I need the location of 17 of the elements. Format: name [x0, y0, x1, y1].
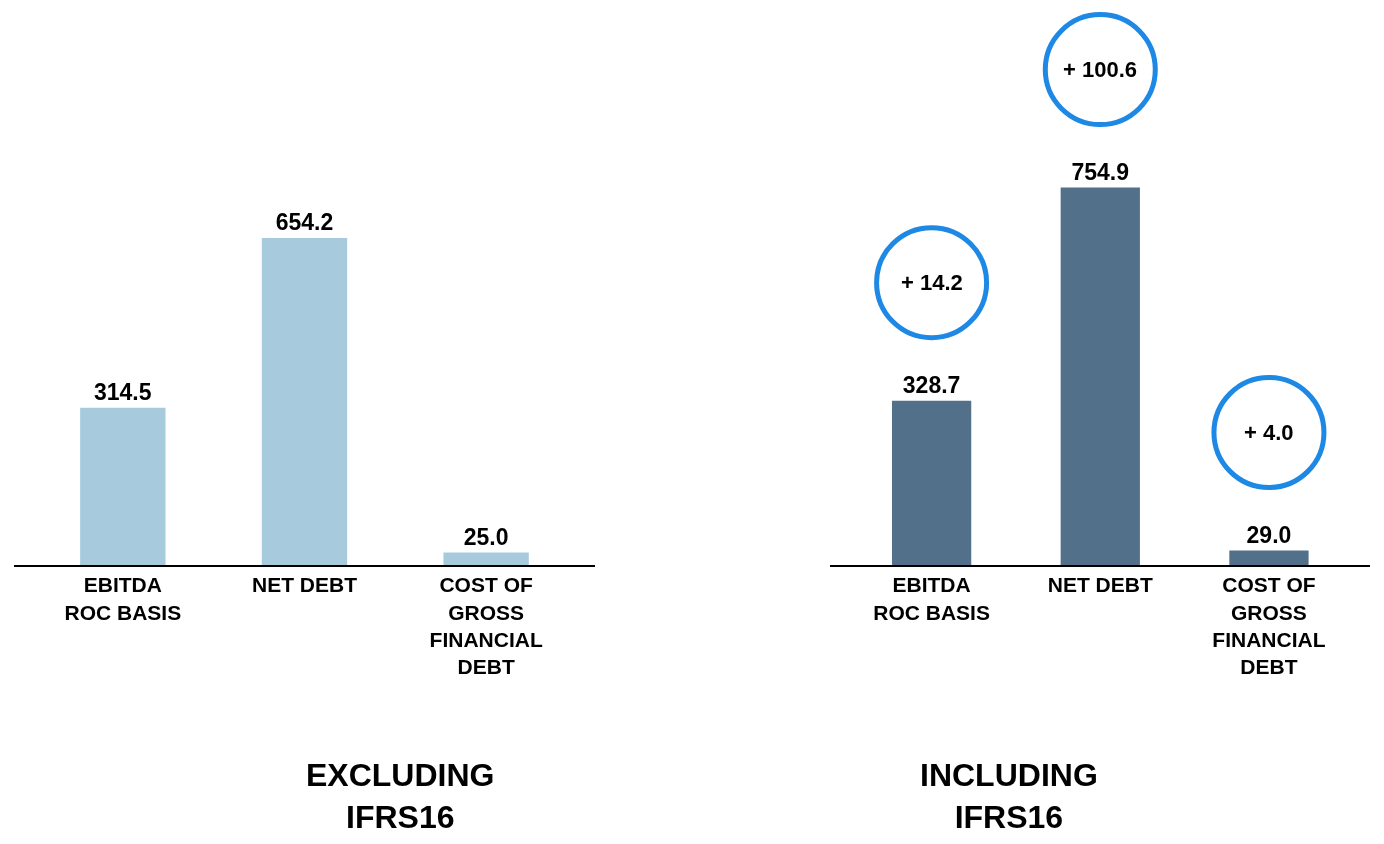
data-label: 29.0: [1246, 521, 1292, 548]
data-label: 654.2: [275, 208, 334, 235]
text: INCLUDING IFRS16: [920, 757, 1098, 835]
data-label: 328.7: [902, 371, 961, 398]
annotation: + 4.0: [1244, 420, 1294, 445]
x-tick-label: EBITDA ROC BASIS: [64, 573, 182, 624]
x-tick-label: NET DEBT: [251, 573, 358, 597]
text: EXCLUDING IFRS16: [306, 757, 495, 835]
x-tick-label: COST OF GROSS FINANCIAL DEBT: [1212, 573, 1326, 679]
annotation: + 14.2: [901, 270, 963, 295]
x-tick-label: COST OF GROSS FINANCIAL DEBT: [429, 573, 543, 679]
x-tick-label: NET DEBT: [1047, 573, 1153, 597]
data-label: 314.5: [93, 378, 152, 405]
x-tick-label: EBITDA ROC BASIS: [873, 573, 990, 624]
data-label: 754.9: [1071, 158, 1130, 185]
data-label: 25.0: [463, 523, 509, 550]
annotation: + 100.6: [1063, 57, 1138, 82]
